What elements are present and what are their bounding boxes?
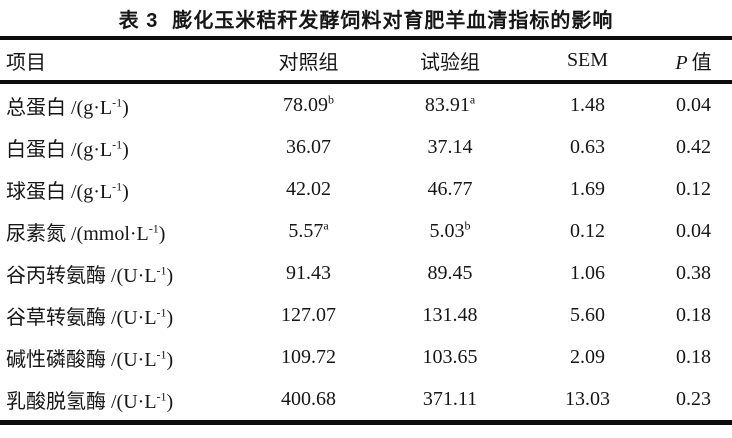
control-value: 91.43 [286,261,331,284]
paper-table: 表 3 膨化玉米秸秆发酵饲料对育肥羊血清指标的影响 项目 对照组 试验组 SEM… [0,0,732,425]
unit-label: /(U·L-1) [111,346,174,371]
control-value: 127.07 [281,303,336,326]
unit-label: /(g·L-1) [71,94,129,119]
table-row: 谷草转氨酶/(U·L-1) 127.07 131.48 5.60 0.18 [0,294,732,336]
unit-label: /(U·L-1) [111,262,174,287]
significance-superscript: a [469,91,476,106]
sem-value: 13.03 [565,387,610,410]
unit-label: /(g·L-1) [71,178,129,203]
p-value: 0.04 [676,93,711,116]
significance-superscript: a [323,217,329,232]
sem-value: 1.48 [570,93,605,116]
test-value: 5.03b [429,217,471,242]
sem-value: 0.63 [570,135,605,158]
test-value: 37.14 [427,135,473,158]
table-row: 尿素氮/(mmol·L-1) 5.57a 5.03b 0.12 0.04 [0,210,732,252]
table-row: 球蛋白/(g·L-1) 42.02 46.77 1.69 0.12 [0,168,732,210]
sem-value: 2.09 [570,345,605,368]
p-label: 值 [691,51,712,74]
test-value: 103.65 [422,345,478,368]
p-value: 0.12 [676,177,711,200]
table-row: 碱性磷酸酶/(U·L-1) 109.72 103.65 2.09 0.18 [0,336,732,378]
control-value: 78.09b [283,91,334,116]
unit-label: /(U·L-1) [111,304,174,329]
control-value: 42.02 [286,177,331,200]
control-value: 36.07 [286,135,331,158]
test-value: 46.77 [427,177,473,200]
item-label: 白蛋白/(g·L-1) [6,136,129,161]
test-value: 371.11 [422,387,478,410]
sem-value: 5.60 [570,303,605,326]
p-value: 0.38 [676,261,711,284]
header-control-group: 对照组 [237,40,380,84]
header-test-group: 试验组 [380,40,520,84]
unit-label: /(U·L-1) [111,388,174,413]
unit-label: /(g·L-1) [71,136,129,161]
header-sem: SEM [520,40,655,84]
significance-superscript: b [464,217,471,232]
significance-superscript: b [328,91,334,106]
test-value: 89.45 [427,261,473,284]
item-label: 乳酸脱氢酶/(U·L-1) [6,388,174,413]
p-value: 0.04 [676,219,711,242]
item-label: 球蛋白/(g·L-1) [6,178,129,203]
item-label: 尿素氮/(mmol·L-1) [6,220,166,245]
item-label: 谷草转氨酶/(U·L-1) [6,304,174,329]
unit-label: /(mmol·L-1) [71,220,166,245]
p-value: 0.42 [676,135,711,158]
table-row: 谷丙转氨酶/(U·L-1) 91.43 89.45 1.06 0.38 [0,252,732,294]
sem-value: 1.06 [570,261,605,284]
control-value: 5.57a [288,217,329,242]
table-number: 表 3 [118,9,159,32]
table-caption: 表 3 膨化玉米秸秆发酵饲料对育肥羊血清指标的影响 [0,0,732,40]
p-value: 0.18 [676,303,711,326]
p-value: 0.23 [676,387,711,410]
p-value: 0.18 [676,345,711,368]
item-label: 谷丙转氨酶/(U·L-1) [6,262,174,287]
test-value: 83.91a [424,91,476,116]
control-value: 400.68 [281,387,336,410]
control-value: 109.72 [281,345,336,368]
sem-value: 1.69 [570,177,605,200]
header-item: 项目 [0,40,237,84]
table-title: 膨化玉米秸秆发酵饲料对育肥羊血清指标的影响 [172,9,614,32]
table-row: 白蛋白/(g·L-1) 36.07 37.14 0.63 0.42 [0,126,732,168]
test-value: 131.48 [422,303,478,326]
item-label: 总蛋白/(g·L-1) [6,94,129,119]
sem-value: 0.12 [570,219,605,242]
table-row: 总蛋白/(g·L-1) 78.09b 83.91a 1.48 0.04 [0,82,732,126]
item-label: 碱性磷酸酶/(U·L-1) [6,346,174,371]
p-symbol: P [675,51,688,74]
table-row: 乳酸脱氢酶/(U·L-1) 400.68 371.11 13.03 0.23 [0,378,732,423]
